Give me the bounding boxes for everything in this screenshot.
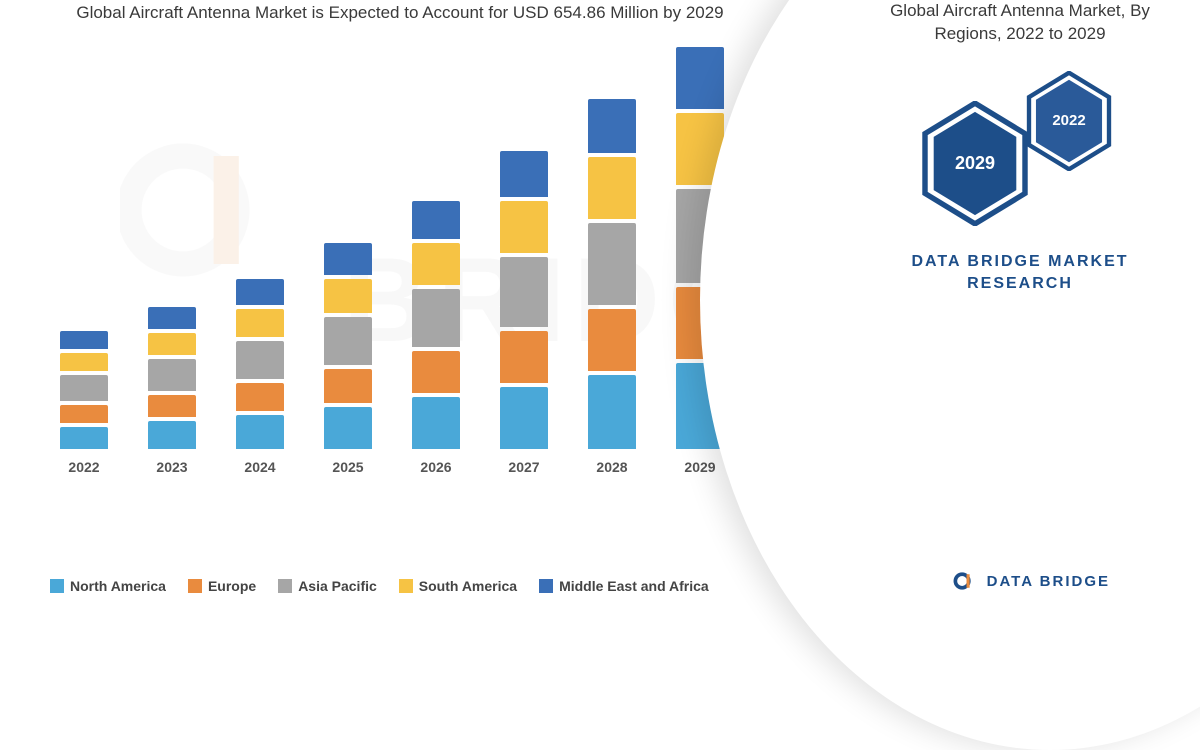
seg-europe <box>236 383 284 411</box>
seg-north-america <box>60 427 108 449</box>
side-panel: Global Aircraft Antenna Market, By Regio… <box>840 0 1200 600</box>
seg-north-america <box>500 387 548 449</box>
seg-north-america <box>324 407 372 449</box>
legend-label: Asia Pacific <box>298 578 377 594</box>
seg-middle-east-and-africa <box>148 307 196 329</box>
xlabel-2027: 2027 <box>508 449 539 475</box>
seg-middle-east-and-africa <box>60 331 108 349</box>
xlabel-2026: 2026 <box>420 449 451 475</box>
hex-2029-label: 2029 <box>955 153 995 174</box>
chart-legend: North America Europe Asia Pacific South Ame… <box>50 578 790 594</box>
footer-logo-text1: DATA BRIDGE <box>987 573 1110 590</box>
seg-europe <box>500 331 548 383</box>
legend-label: North America <box>70 578 166 594</box>
bar-2026: 2026 <box>412 197 460 449</box>
bar-2024: 2024 <box>236 275 284 449</box>
seg-south-america <box>324 279 372 313</box>
bar-2025: 2025 <box>324 239 372 449</box>
seg-middle-east-and-africa <box>324 243 372 275</box>
seg-south-america <box>412 243 460 285</box>
legend-swatch <box>278 579 292 593</box>
year-hex-group: 2029 2022 <box>910 71 1130 221</box>
brand-line1: DATA BRIDGE MARKET <box>840 251 1200 273</box>
seg-middle-east-and-africa <box>588 99 636 153</box>
seg-south-america <box>500 201 548 253</box>
legend-swatch <box>50 579 64 593</box>
seg-asia-pacific <box>588 223 636 305</box>
bar-2028: 2028 <box>588 95 636 449</box>
seg-europe <box>148 395 196 417</box>
seg-europe <box>324 369 372 403</box>
bar-2027: 2027 <box>500 147 548 449</box>
chart-panel: Global Aircraft Antenna Market is Expect… <box>0 0 800 600</box>
xlabel-2023: 2023 <box>156 449 187 475</box>
xlabel-2028: 2028 <box>596 449 627 475</box>
xlabel-2025: 2025 <box>332 449 363 475</box>
xlabel-2024: 2024 <box>244 449 275 475</box>
legend-label: South America <box>419 578 517 594</box>
legend-item-north-america: North America <box>50 578 166 594</box>
legend-item-middle-east-and-africa: Middle East and Africa <box>539 578 709 594</box>
seg-asia-pacific <box>412 289 460 347</box>
seg-europe <box>588 309 636 371</box>
legend-label: Middle East and Africa <box>559 578 709 594</box>
legend-item-south-america: South America <box>399 578 517 594</box>
xlabel-2022: 2022 <box>68 449 99 475</box>
legend-item-europe: Europe <box>188 578 256 594</box>
footer-logo: DATA BRIDGE <box>953 568 1110 594</box>
bar-2023: 2023 <box>148 303 196 449</box>
seg-south-america <box>148 333 196 355</box>
seg-north-america <box>412 397 460 449</box>
legend-swatch <box>188 579 202 593</box>
footer-logo-icon <box>953 568 979 594</box>
seg-asia-pacific <box>500 257 548 327</box>
chart-title: Global Aircraft Antenna Market is Expect… <box>0 0 800 24</box>
seg-middle-east-and-africa <box>236 279 284 305</box>
seg-asia-pacific <box>60 375 108 401</box>
seg-north-america <box>588 375 636 449</box>
side-title: Global Aircraft Antenna Market, By Regio… <box>840 0 1200 46</box>
seg-asia-pacific <box>236 341 284 379</box>
legend-item-asia-pacific: Asia Pacific <box>278 578 377 594</box>
seg-south-america <box>588 157 636 219</box>
hex-2022-label: 2022 <box>1052 112 1085 129</box>
seg-north-america <box>148 421 196 449</box>
brand-text: DATA BRIDGE MARKET RESEARCH <box>840 251 1200 296</box>
seg-north-america <box>236 415 284 449</box>
legend-swatch <box>539 579 553 593</box>
seg-asia-pacific <box>324 317 372 365</box>
hex-2029: 2029 <box>920 101 1030 226</box>
legend-swatch <box>399 579 413 593</box>
seg-europe <box>60 405 108 423</box>
seg-south-america <box>236 309 284 337</box>
bar-2022: 2022 <box>60 327 108 449</box>
seg-asia-pacific <box>148 359 196 391</box>
hex-2022: 2022 <box>1025 71 1113 171</box>
seg-south-america <box>60 353 108 371</box>
brand-line2: RESEARCH <box>840 273 1200 295</box>
seg-middle-east-and-africa <box>500 151 548 197</box>
seg-middle-east-and-africa <box>412 201 460 239</box>
stacked-bar-chart: 2022 2023 2024 2025 2026 2027 2028 2029 <box>50 69 750 489</box>
legend-label: Europe <box>208 578 256 594</box>
seg-middle-east-and-africa <box>676 47 724 109</box>
xlabel-2029: 2029 <box>684 449 715 475</box>
seg-europe <box>412 351 460 393</box>
